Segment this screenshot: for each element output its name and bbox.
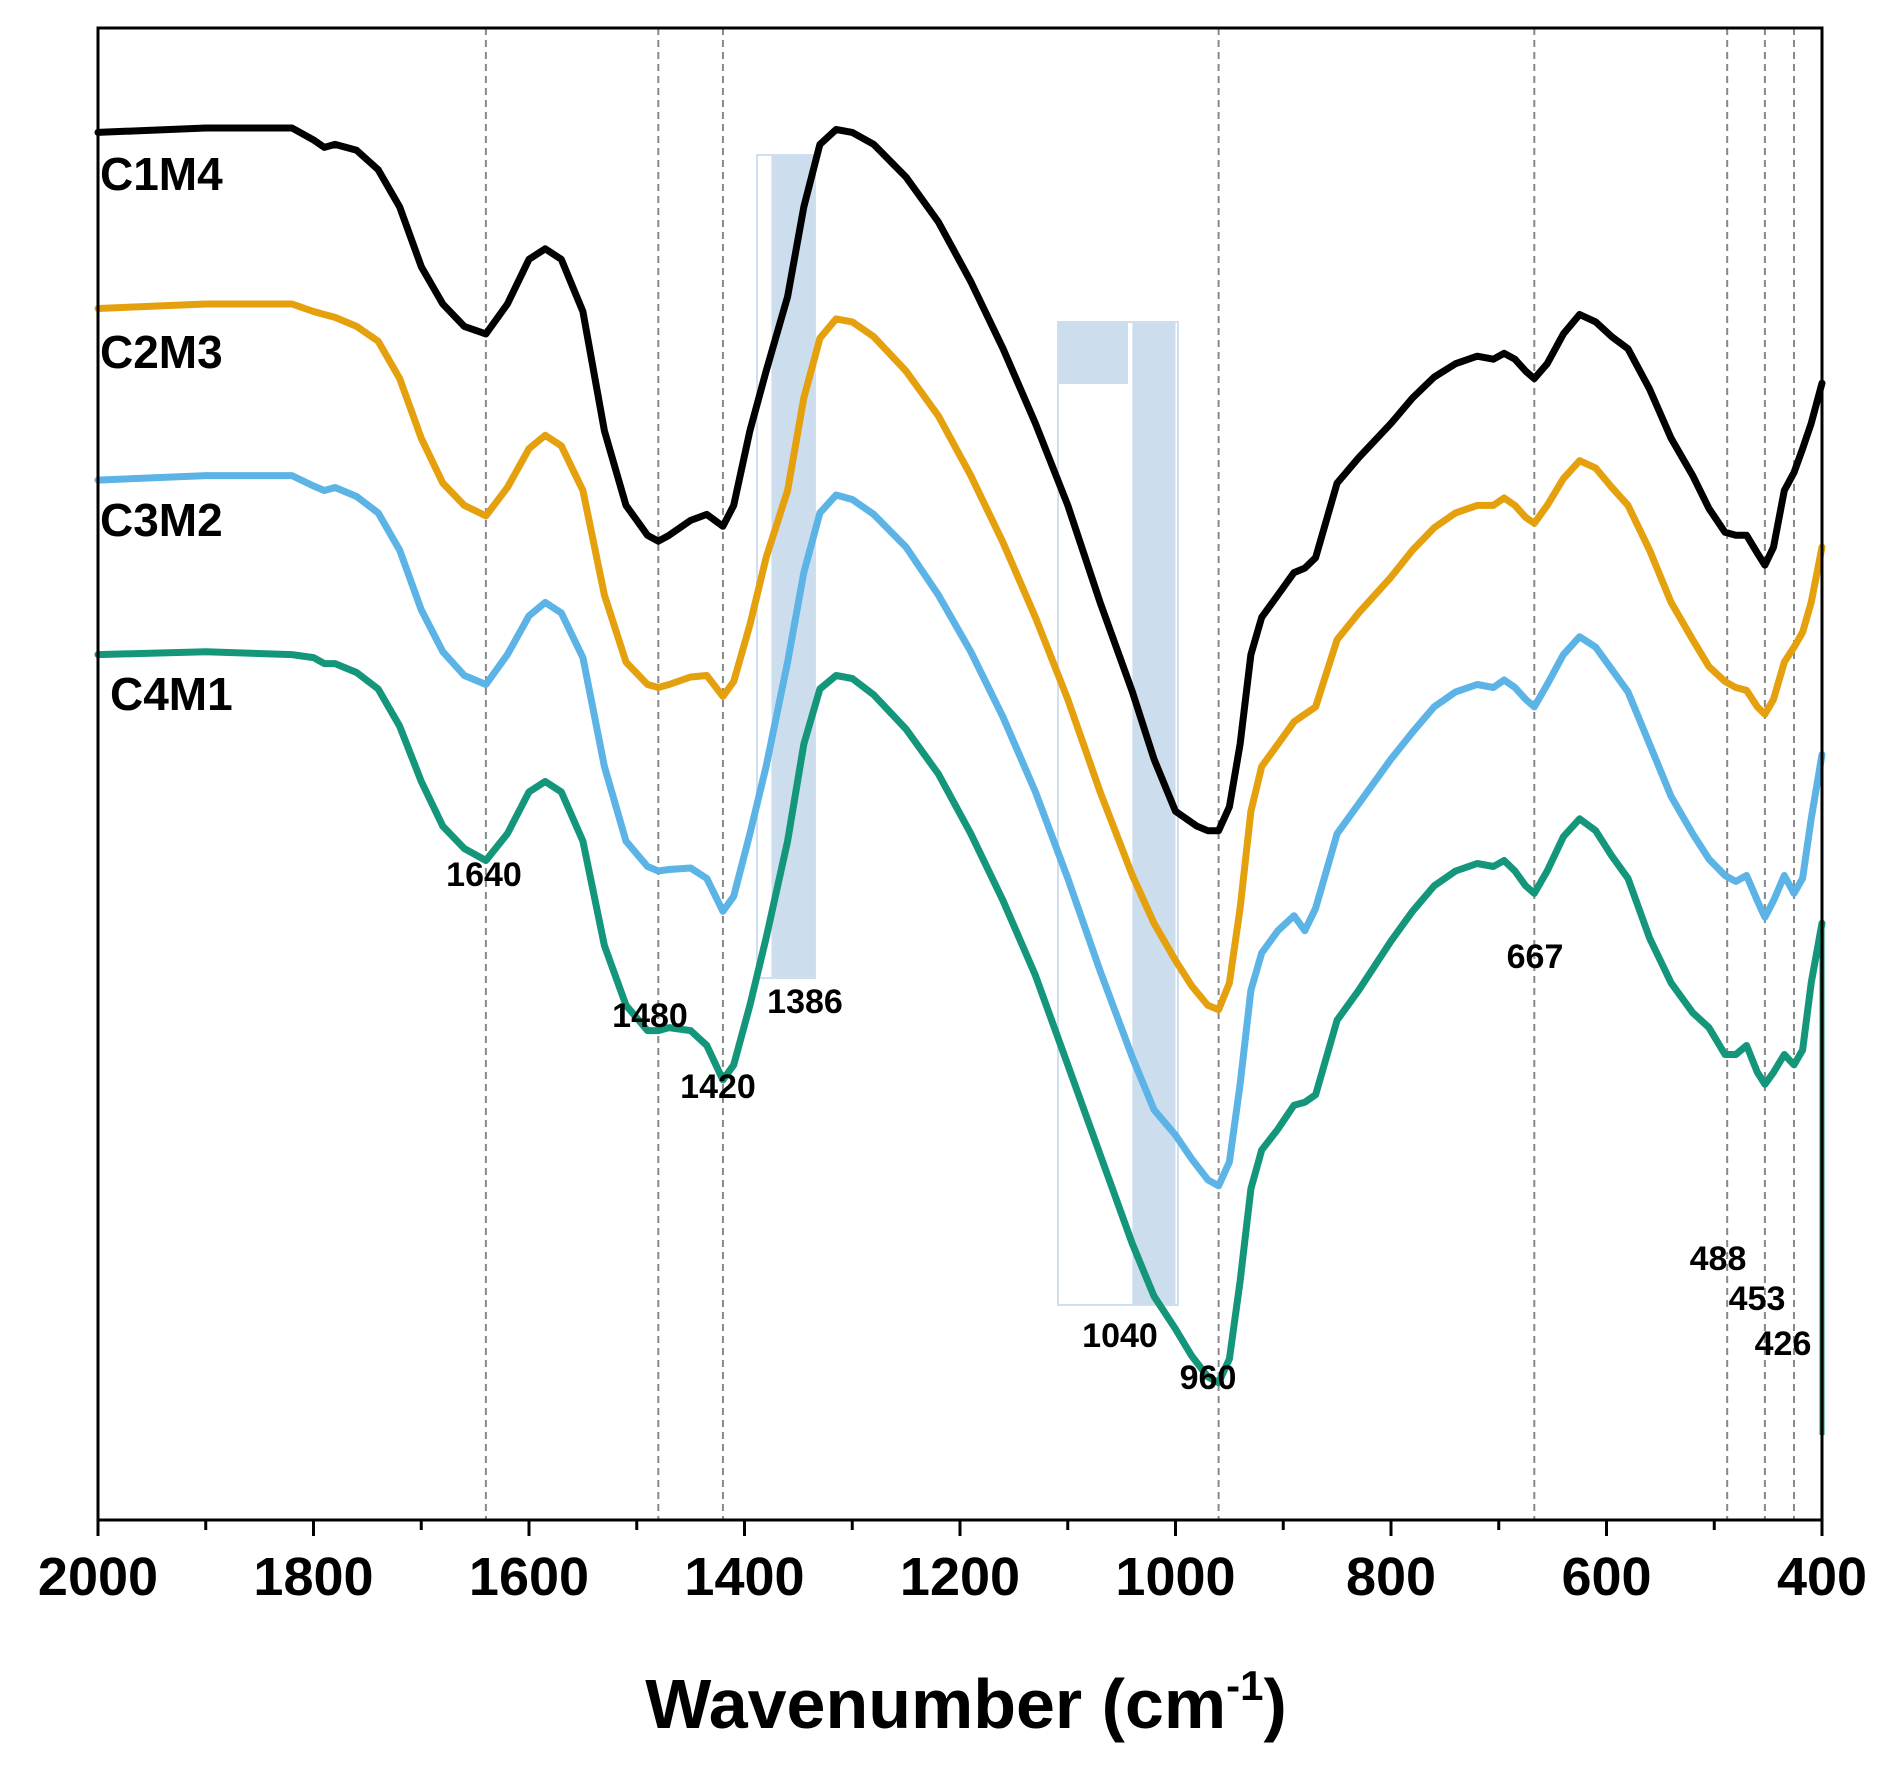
series-line-c3m2 bbox=[94, 472, 1826, 1190]
peak-label-426: 426 bbox=[1755, 1325, 1812, 1363]
series-label-c2m3: C2M3 bbox=[100, 326, 223, 378]
spectra-series bbox=[94, 124, 1826, 1435]
x-axis-title: Wavenumber (cm-1) bbox=[645, 1662, 1287, 1743]
x-tick-label-400: 400 bbox=[1777, 1547, 1867, 1607]
peak-label-1480: 1480 bbox=[612, 997, 688, 1035]
series-labels: C1M4 C2M3 C3M2 C4M1 bbox=[100, 148, 233, 720]
peak-label-1386: 1386 bbox=[767, 983, 843, 1021]
peak-label-453: 453 bbox=[1729, 1280, 1786, 1318]
series-label-c1m4: C1M4 bbox=[100, 148, 223, 200]
plot-frame bbox=[96, 26, 1824, 1522]
series-line-c4m1 bbox=[94, 648, 1826, 1387]
peak-label-488: 488 bbox=[1690, 1240, 1747, 1278]
peak-label-1640: 1640 bbox=[446, 856, 522, 894]
x-axis-title-main: Wavenumber (cm bbox=[645, 1665, 1226, 1743]
x-tick-label-1000: 1000 bbox=[1115, 1547, 1235, 1607]
band-1040-top-fill bbox=[1058, 322, 1128, 384]
x-tick-label-1600: 1600 bbox=[469, 1547, 589, 1607]
x-axis-title-close: ) bbox=[1263, 1665, 1286, 1743]
peak-label-1040: 1040 bbox=[1082, 1317, 1158, 1355]
x-tick-label-1200: 1200 bbox=[900, 1547, 1020, 1607]
highlight-bands bbox=[756, 154, 1179, 1306]
x-tick-label-1800: 1800 bbox=[253, 1547, 373, 1607]
band-1040 bbox=[1132, 322, 1176, 1305]
peak-label-960: 960 bbox=[1180, 1359, 1237, 1397]
series-line-c2m3 bbox=[94, 300, 1826, 1014]
peak-label-667: 667 bbox=[1507, 938, 1564, 976]
x-axis-title-superscript: -1 bbox=[1226, 1662, 1263, 1709]
x-tick-label-600: 600 bbox=[1561, 1547, 1651, 1607]
x-axis-tick-labels: 2000 1800 1600 1400 1200 1000 800 600 400 bbox=[38, 1547, 1867, 1607]
series-line-c1m4 bbox=[94, 124, 1826, 835]
band-1386-outline bbox=[756, 154, 816, 979]
series-label-c3m2: C3M2 bbox=[100, 494, 223, 546]
x-axis-ticks bbox=[96, 1520, 1824, 1536]
x-tick-label-1400: 1400 bbox=[684, 1547, 804, 1607]
reference-lines bbox=[484, 28, 1795, 1520]
x-tick-label-2000: 2000 bbox=[38, 1547, 158, 1607]
x-tick-label-800: 800 bbox=[1346, 1547, 1436, 1607]
series-label-c4m1: C4M1 bbox=[110, 668, 233, 720]
peak-label-1420: 1420 bbox=[680, 1068, 756, 1106]
